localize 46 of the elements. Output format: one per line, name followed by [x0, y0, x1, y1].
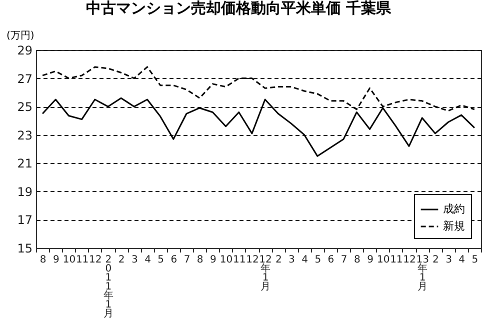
x-tick-label: 9 [210, 254, 216, 266]
x-tick-label: 13年1月 [416, 254, 429, 292]
y-tick-label: 29 [17, 44, 32, 58]
y-axis-title: (万円) [6, 30, 34, 42]
chart-title: 中古マンション売却価格動向平米単価 千葉県 [86, 0, 392, 17]
x-tick-label: 5 [472, 254, 478, 266]
x-tick-label: 12年1月 [259, 254, 272, 292]
x-tick-label: 11 [233, 254, 246, 266]
x-tick-label: 9 [367, 254, 374, 266]
x-tick-label: 12 [246, 254, 259, 266]
y-tick-label: 21 [17, 156, 32, 171]
x-tick-label: 12 [403, 254, 416, 266]
x-tick-label: 10 [220, 254, 233, 266]
x-tick-label: 3 [131, 254, 138, 266]
y-tick-label: 27 [17, 72, 32, 86]
y-tick-label: 17 [17, 213, 32, 228]
x-tick-label: 8 [40, 254, 46, 266]
y-tick-label: 15 [17, 242, 32, 256]
x-tick-label: 2 [432, 254, 439, 266]
x-tick-label: 8 [196, 254, 204, 266]
x-tick-label: 4 [302, 254, 308, 266]
x-tick-label: 10 [376, 254, 390, 266]
x-tick-label: 2011年1月 [103, 254, 114, 320]
y-tick-label: 25 [17, 100, 32, 114]
x-tick-label: 4 [458, 254, 466, 266]
x-tick-label: 4 [144, 254, 151, 266]
x-tick-label: 8 [354, 254, 360, 266]
x-tick-label: 3 [446, 254, 452, 266]
x-tick-label: 9 [52, 254, 60, 266]
x-tick-label: 11 [76, 254, 89, 266]
x-tick-label: 6 [328, 254, 334, 266]
legend-label: 新規 [443, 220, 465, 232]
x-tick-label: 5 [314, 254, 322, 266]
x-tick-label: 7 [184, 254, 190, 266]
x-tick-label: 2 [275, 254, 282, 266]
y-tick-label: 23 [17, 128, 32, 142]
x-tick-label: 7 [340, 254, 348, 266]
x-tick-label: 3 [288, 254, 295, 266]
x-tick-label: 11 [390, 254, 403, 266]
x-tick-label: 10 [62, 254, 76, 266]
y-tick-label: 19 [17, 184, 32, 199]
legend-label: 成約 [443, 202, 465, 216]
x-tick-label: 12 [89, 254, 102, 266]
x-tick-label: 6 [170, 254, 178, 266]
x-tick-label: 5 [158, 254, 164, 266]
x-tick-label: 2 [118, 254, 125, 266]
